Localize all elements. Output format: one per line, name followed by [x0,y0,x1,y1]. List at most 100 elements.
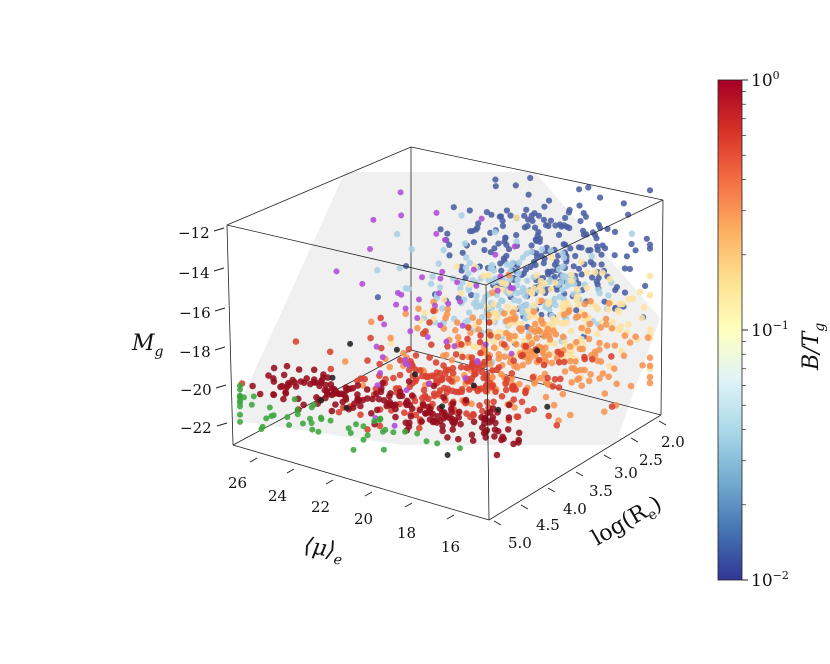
data-point [438,376,445,384]
data-point [594,246,601,254]
data-point [416,406,424,414]
data-point [514,276,521,283]
data-point [508,384,516,392]
data-point [575,375,583,382]
data-point [557,351,565,358]
data-point [295,366,303,373]
data-point [500,255,507,262]
data-point [567,327,575,335]
data-point [455,414,463,421]
data-point [284,414,291,421]
data-point [270,364,278,372]
data-point [364,432,371,439]
data-point [492,183,499,190]
data-point [528,290,536,297]
data-point [548,359,556,367]
data-point [401,409,408,417]
data-point [439,422,446,430]
data-point [310,366,318,374]
data-point [457,363,465,371]
data-point [620,352,628,360]
data-point [532,320,539,328]
data-point [466,386,473,393]
data-point [544,374,551,382]
z-tick: −16 [179,304,226,322]
data-point [468,354,476,361]
data-point [515,429,523,437]
data-point [480,362,487,369]
data-point [572,358,579,365]
data-point [400,350,407,357]
data-point [258,426,265,432]
data-point [608,353,615,360]
data-point [478,215,485,222]
y-tick-label: 5.0 [508,534,532,552]
data-point [499,297,506,305]
data-point [373,343,380,350]
scatter-points [237,174,654,459]
data-point [343,404,350,411]
data-point [485,276,492,283]
data-point [594,330,601,338]
data-point [492,388,499,396]
data-point [525,333,533,340]
data-point [475,220,482,227]
data-point [393,301,400,308]
data-point [412,371,419,378]
data-point [332,388,340,395]
data-point [423,373,431,381]
data-point [440,352,447,360]
z-tick: −14 [178,264,225,282]
data-point [505,414,513,421]
data-point [596,375,603,382]
data-point [397,189,404,196]
data-point [363,386,371,393]
data-point [466,207,473,214]
data-point [606,362,613,370]
data-point [481,420,488,427]
data-point [418,418,426,425]
data-point [451,343,458,350]
data-point [456,445,463,452]
data-point [534,254,541,261]
data-point [596,346,603,354]
data-point [544,403,551,410]
data-point [495,240,502,247]
data-point [241,394,247,401]
data-point [503,329,510,337]
data-point [364,395,371,402]
x-tick-label: 26 [228,474,247,492]
data-point [379,354,386,361]
y-tick: 2.5 [630,437,663,469]
data-point [524,407,532,415]
data-point [642,282,649,289]
data-point [613,380,620,388]
data-point [373,406,381,414]
data-point [425,395,432,403]
data-point [646,291,654,299]
data-point [501,341,508,348]
data-point [405,345,413,353]
colorbar-minor-ticks [742,91,746,506]
data-point [572,252,579,260]
data-point [448,409,455,416]
data-point [621,332,629,340]
data-point [609,318,616,326]
data-point [313,394,320,401]
x-tick-label: 16 [441,538,460,556]
data-point [465,309,473,316]
data-point [456,408,463,416]
data-point [371,418,378,425]
data-point [486,319,493,326]
data-point [428,341,435,349]
data-point [450,420,458,428]
data-point [436,290,442,297]
data-point [567,357,574,365]
data-point [514,364,521,371]
data-point [507,212,514,219]
data-point [494,333,502,341]
data-point [567,245,574,252]
data-point [526,348,534,355]
z-tick: −18 [179,343,226,361]
x-tick: 26 [228,457,258,492]
